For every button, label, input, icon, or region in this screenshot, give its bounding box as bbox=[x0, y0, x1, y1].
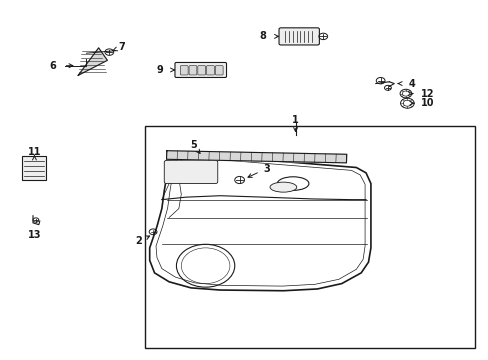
FancyBboxPatch shape bbox=[215, 66, 223, 75]
FancyBboxPatch shape bbox=[175, 63, 226, 77]
Text: 6: 6 bbox=[49, 61, 56, 71]
Text: 12: 12 bbox=[420, 89, 433, 99]
Ellipse shape bbox=[277, 177, 308, 190]
FancyBboxPatch shape bbox=[164, 160, 217, 184]
Text: 2: 2 bbox=[135, 237, 142, 247]
Text: 8: 8 bbox=[259, 31, 266, 41]
FancyBboxPatch shape bbox=[180, 66, 188, 75]
Polygon shape bbox=[166, 151, 346, 163]
Text: 10: 10 bbox=[420, 98, 433, 108]
Text: 11: 11 bbox=[28, 147, 41, 157]
Text: 3: 3 bbox=[263, 163, 269, 174]
FancyBboxPatch shape bbox=[206, 66, 214, 75]
Bar bbox=[22, 156, 46, 180]
Text: 4: 4 bbox=[408, 78, 415, 89]
Ellipse shape bbox=[269, 182, 296, 192]
Bar bbox=[144, 126, 474, 348]
Text: 1: 1 bbox=[292, 115, 298, 125]
Text: 7: 7 bbox=[119, 42, 125, 52]
FancyBboxPatch shape bbox=[279, 28, 319, 45]
FancyBboxPatch shape bbox=[198, 66, 205, 75]
Text: 13: 13 bbox=[28, 230, 41, 240]
FancyBboxPatch shape bbox=[189, 66, 197, 75]
Polygon shape bbox=[78, 48, 107, 75]
Text: 9: 9 bbox=[156, 65, 163, 75]
Text: 5: 5 bbox=[190, 140, 196, 150]
PathPatch shape bbox=[149, 153, 370, 291]
